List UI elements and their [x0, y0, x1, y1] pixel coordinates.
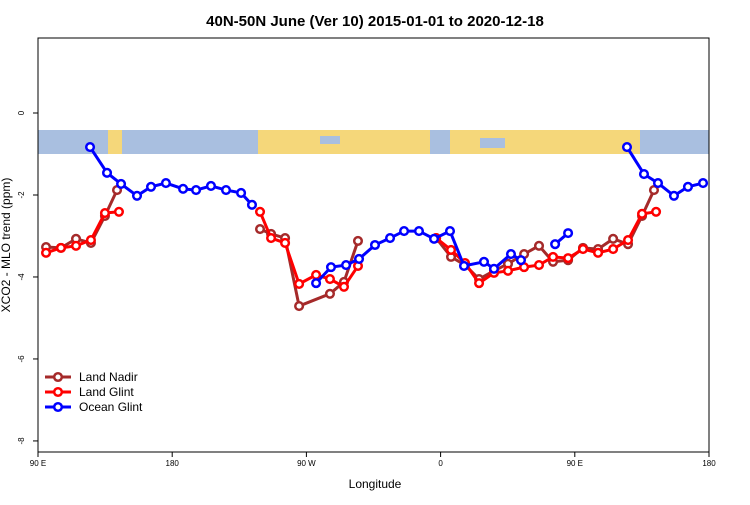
data-point	[160, 178, 171, 189]
data-point	[444, 226, 456, 237]
data-point	[280, 237, 291, 249]
chart-title: 40N-50N June (Ver 10) 2015-01-01 to 2020…	[206, 13, 544, 30]
data-point	[458, 260, 470, 271]
data-point	[116, 178, 127, 189]
data-point	[369, 239, 381, 251]
data-point	[41, 247, 52, 258]
data-point	[84, 141, 96, 153]
legend-marker	[52, 386, 64, 398]
x-tick-label: 0	[438, 459, 443, 468]
data-point	[682, 181, 694, 192]
data-point	[515, 255, 527, 266]
x-tick-label: 180	[702, 459, 716, 468]
legend-label: Land Glint	[79, 385, 134, 399]
data-point	[636, 208, 648, 219]
data-point	[246, 199, 258, 210]
data-point	[236, 187, 247, 198]
data-point	[254, 206, 266, 217]
data-point	[533, 260, 545, 271]
data-point	[294, 278, 305, 289]
data-point	[668, 190, 680, 201]
data-point	[533, 240, 545, 251]
y-tick-label: -2	[17, 191, 26, 199]
data-point	[325, 262, 337, 273]
y-tick-label: -4	[17, 273, 26, 281]
data-point	[178, 183, 189, 194]
y-tick-label: -6	[17, 355, 26, 363]
data-point	[621, 141, 633, 153]
series-line	[45, 189, 656, 309]
data-point	[220, 185, 232, 196]
data-point	[205, 180, 217, 192]
data-point	[547, 251, 559, 262]
data-point	[577, 244, 589, 255]
data-point	[131, 190, 143, 201]
data-point	[99, 207, 111, 219]
x-tick-label: 90 E	[567, 459, 583, 468]
data-point	[428, 233, 440, 244]
data-point	[652, 178, 664, 189]
series-line	[45, 210, 657, 289]
y-tick-label: 0	[17, 110, 26, 115]
data-point	[593, 247, 604, 258]
data-point	[651, 206, 662, 217]
data-point	[352, 235, 364, 246]
legend-marker	[52, 401, 64, 413]
data-point	[474, 278, 485, 289]
y-axis-label: XCO2 - MLO trend (ppm)	[0, 178, 13, 313]
data-point	[85, 235, 96, 246]
legend-marker	[52, 371, 64, 383]
data-point	[488, 263, 500, 274]
data-point	[478, 256, 490, 267]
data-point	[294, 301, 305, 312]
series-line	[88, 146, 704, 285]
data-point	[145, 181, 157, 192]
data-point	[413, 226, 425, 237]
legend-label: Ocean Glint	[79, 400, 143, 414]
data-point	[311, 278, 322, 289]
legend-label: Land Nadir	[79, 370, 138, 384]
data-point	[399, 226, 410, 237]
data-point	[648, 185, 660, 196]
map-band	[38, 130, 709, 154]
data-point	[385, 232, 396, 244]
data-point	[445, 244, 457, 255]
data-point	[55, 242, 67, 253]
data-point	[608, 244, 619, 255]
plot-frame	[37, 37, 710, 453]
data-point	[113, 206, 125, 217]
data-point	[622, 235, 634, 246]
data-point	[550, 239, 561, 250]
data-point	[638, 169, 650, 180]
data-point	[341, 260, 352, 271]
x-tick-label: 90 E	[30, 459, 46, 468]
data-point	[191, 185, 202, 196]
data-point	[266, 232, 277, 244]
x-tick-label: 90 W	[297, 459, 316, 468]
data-point	[311, 269, 322, 280]
data-point	[608, 233, 619, 244]
data-point	[338, 281, 350, 292]
data-point	[502, 265, 514, 276]
data-point	[70, 240, 82, 251]
y-tick-label: -8	[17, 437, 26, 445]
data-point	[563, 228, 574, 239]
data-point	[324, 288, 336, 299]
data-point	[697, 178, 709, 189]
data-point	[254, 223, 266, 235]
x-tick-label: 180	[166, 459, 180, 468]
data-point	[563, 253, 574, 264]
x-axis-label: Longitude	[349, 477, 402, 491]
data-point	[505, 248, 517, 260]
data-point	[353, 253, 365, 264]
data-point	[101, 167, 113, 178]
data-point	[324, 273, 336, 285]
